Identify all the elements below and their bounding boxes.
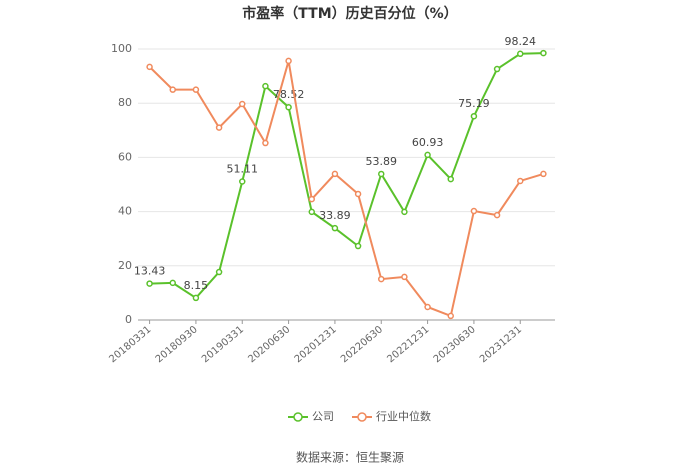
point	[192, 294, 200, 302]
point	[517, 50, 524, 58]
series-line	[149, 52, 544, 300]
point	[447, 312, 454, 320]
x-tick-label: 20180930	[154, 324, 200, 365]
x-tick-label: 20200630	[246, 324, 292, 365]
x-tick-label: 20180331	[107, 324, 153, 365]
legend-marker	[293, 412, 303, 422]
point	[401, 273, 408, 281]
data-label: 8.15	[184, 279, 209, 292]
point	[424, 303, 431, 311]
data-label: 33.89	[319, 209, 351, 222]
series-line	[148, 60, 544, 318]
point	[378, 275, 385, 283]
point	[470, 207, 478, 215]
legend-label: 公司	[312, 410, 334, 423]
point	[401, 208, 408, 216]
y-tick-label: 100	[111, 42, 132, 55]
point	[378, 170, 385, 178]
data-label: 51.11	[227, 162, 259, 175]
point	[262, 139, 269, 147]
point	[215, 124, 223, 131]
source: 数据来源：恒生聚源	[296, 450, 404, 465]
x-tick-label: 20231231	[478, 324, 524, 365]
chart-title: 市盈率（TTM）历史百分位（%）	[242, 5, 457, 22]
x-tick-label: 20221231	[385, 324, 431, 365]
point	[239, 178, 246, 185]
point	[308, 208, 315, 216]
point	[493, 65, 501, 73]
point	[215, 268, 223, 276]
data-label: 60.93	[412, 136, 444, 149]
point	[540, 49, 547, 57]
point	[354, 242, 362, 250]
y-tick-label: 0	[125, 313, 132, 326]
x-tick-label: 20220630	[339, 324, 385, 365]
point	[470, 112, 478, 120]
y-tick-label: 80	[118, 96, 132, 109]
data-label: 53.89	[366, 155, 398, 168]
legend-marker	[357, 412, 367, 422]
x-tick-label: 20190331	[200, 324, 246, 365]
point	[285, 57, 292, 65]
point	[424, 151, 431, 159]
data-label: 13.43	[134, 265, 166, 278]
data-label: 75.19	[458, 97, 490, 110]
point	[169, 86, 176, 93]
y-tick-label: 20	[118, 259, 132, 272]
point	[192, 86, 200, 93]
point	[331, 224, 339, 232]
point	[540, 170, 547, 178]
point	[146, 280, 153, 287]
point	[285, 103, 292, 111]
point	[331, 170, 339, 178]
point	[239, 100, 246, 108]
point	[308, 195, 315, 203]
point	[493, 211, 501, 219]
x-tick-label: 20201231	[293, 324, 339, 365]
y-tick-label: 40	[118, 205, 132, 218]
point	[354, 190, 362, 198]
x-tick-label: 20230630	[432, 324, 478, 365]
y-tick-label: 60	[118, 150, 132, 163]
point	[262, 82, 269, 90]
point	[169, 279, 176, 287]
legend-label: 行业中位数	[376, 409, 431, 423]
point	[447, 175, 454, 183]
point	[517, 177, 524, 185]
point	[146, 63, 153, 71]
data-label: 98.24	[505, 35, 537, 48]
